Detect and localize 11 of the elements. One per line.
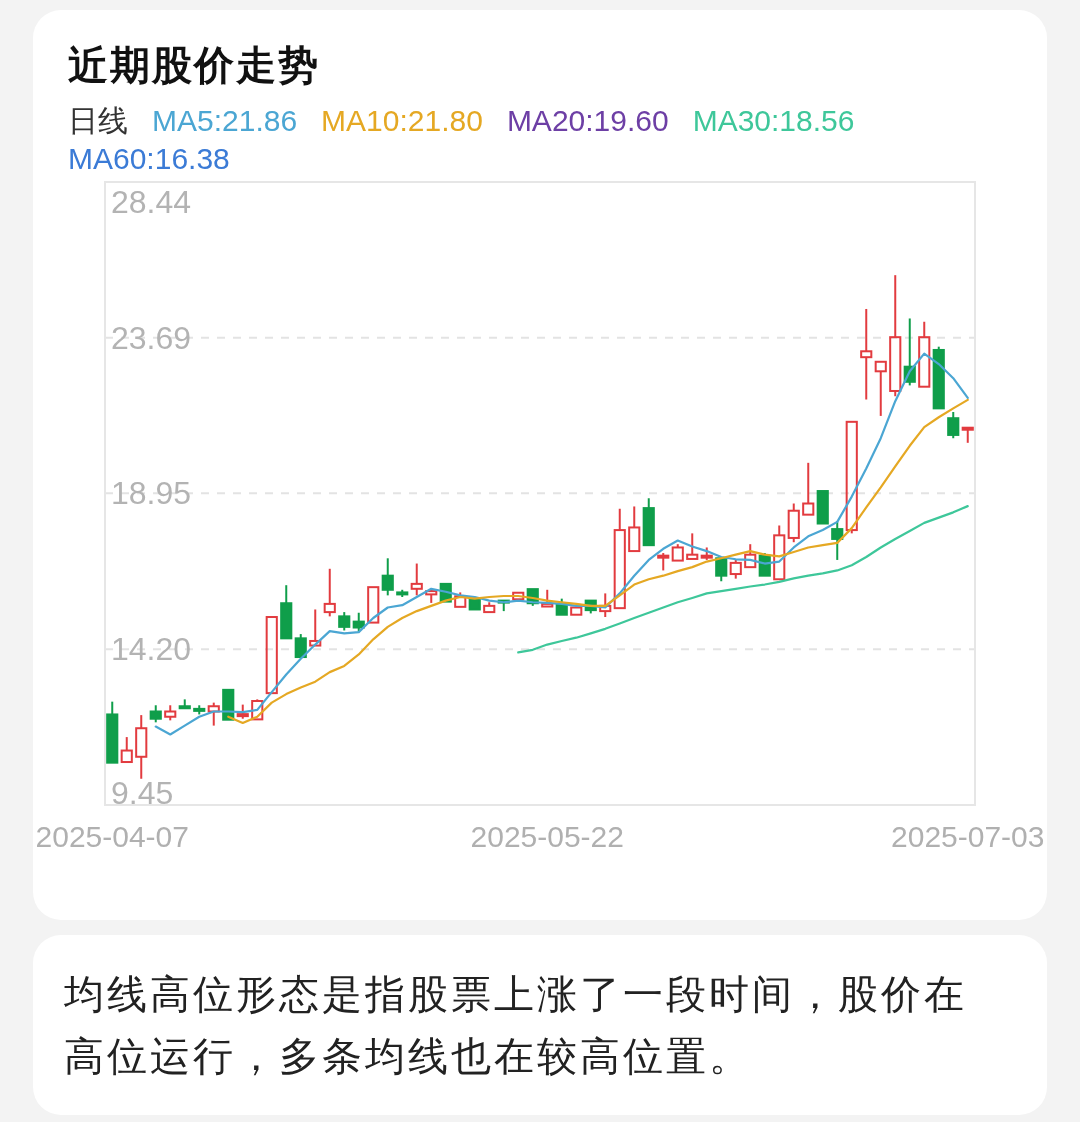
y-tick-label: 18.95 [111, 475, 192, 512]
x-tick-label: 2025-04-07 [35, 820, 189, 853]
x-tick-label: 2025-07-03 [891, 820, 1045, 853]
y-tick-label: 14.20 [111, 631, 192, 668]
y-tick-label: 28.44 [111, 184, 192, 220]
text: 均线高位形态是指股票上涨了一段时间，股价在高位运行，多条均线也在较高位置。 [64, 970, 968, 1081]
chart-title: 近期股价走势 [68, 43, 320, 87]
x-tick-label: 2025-05-22 [470, 820, 624, 853]
y-tick-label: 23.69 [111, 319, 192, 356]
y-tick-label: 9.45 [111, 775, 174, 811]
legend: 日线 MA5:21.86 MA10:21.80 MA20:19.60 MA30:18.56 MA60:16.38 [68, 104, 855, 175]
